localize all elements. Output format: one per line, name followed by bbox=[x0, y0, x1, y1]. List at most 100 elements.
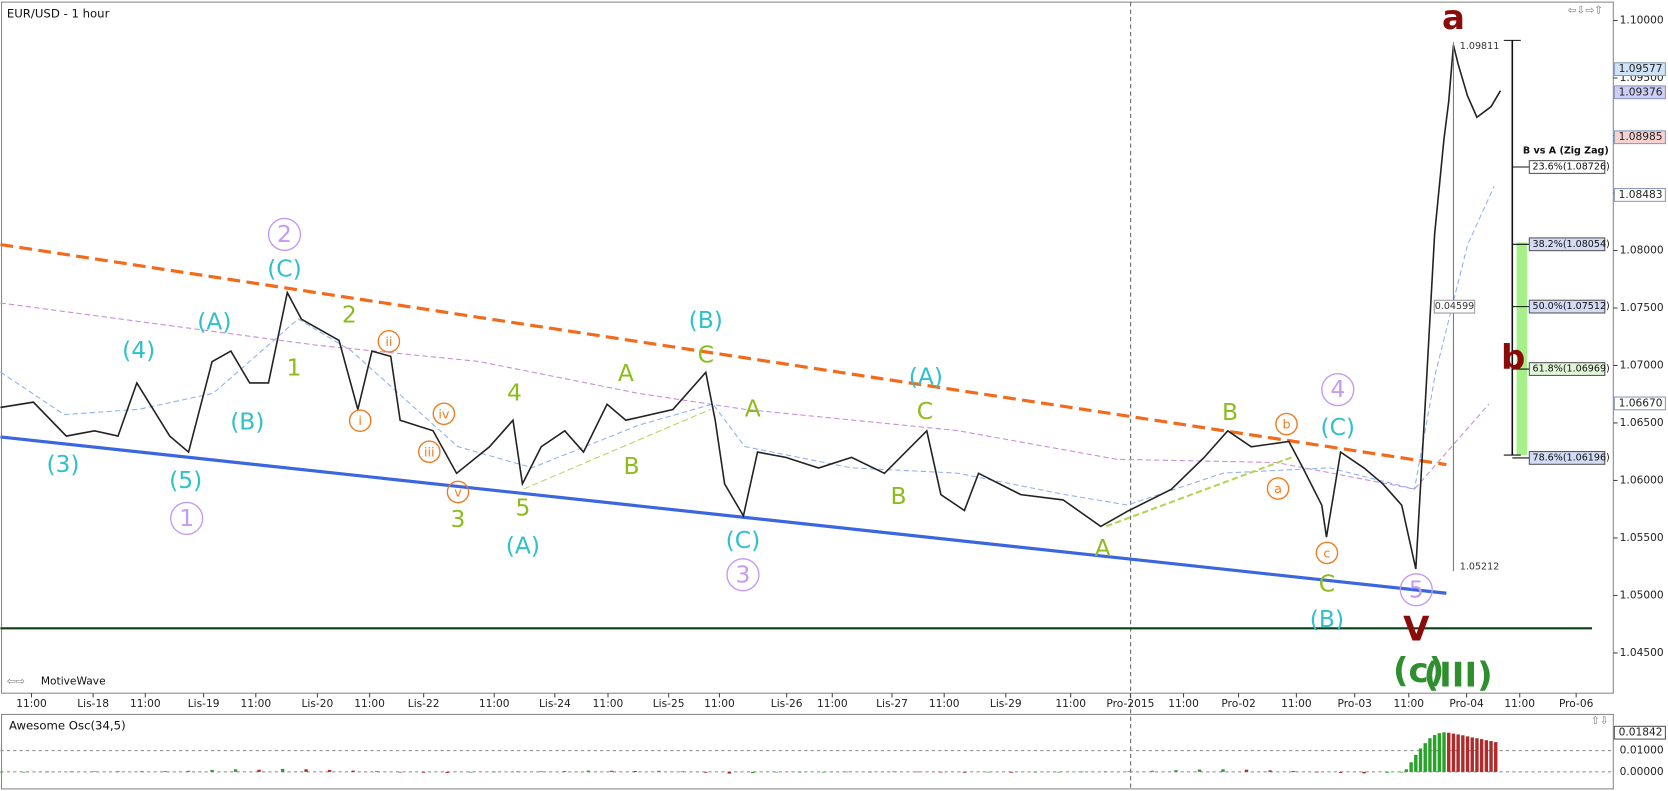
price-marker bbox=[1613, 85, 1666, 100]
measure-box bbox=[1433, 299, 1476, 314]
x-tick-label: 11:00 bbox=[704, 697, 735, 710]
wave-label: C bbox=[1319, 570, 1335, 598]
osc-bar bbox=[704, 771, 708, 773]
osc-bar bbox=[1127, 771, 1131, 772]
osc-bar bbox=[374, 771, 379, 772]
wave-label: 5 bbox=[1409, 575, 1424, 603]
y-tick-label: 1.06500 bbox=[1620, 416, 1664, 429]
osc-bar bbox=[1009, 771, 1014, 773]
y-tick-label: 1.08000 bbox=[1620, 243, 1664, 256]
osc-bar bbox=[1423, 743, 1427, 772]
osc-marker bbox=[1613, 725, 1666, 740]
osc-bar bbox=[1103, 771, 1108, 773]
wave-label: C bbox=[917, 397, 933, 425]
osc-bar bbox=[1451, 733, 1456, 772]
wave-label: A bbox=[745, 395, 761, 423]
osc-bar bbox=[516, 771, 520, 773]
osc-bar bbox=[116, 771, 120, 773]
osc-bar bbox=[1461, 735, 1465, 772]
x-tick-label: Lis-24 bbox=[539, 697, 571, 710]
y-tick-label: 1.05000 bbox=[1620, 588, 1664, 601]
osc-bar bbox=[257, 769, 261, 772]
x-tick-label: Lis-29 bbox=[990, 697, 1022, 710]
x-tick-label: 11:00 bbox=[1055, 697, 1086, 710]
osc-bar bbox=[421, 771, 426, 773]
price-marker bbox=[1613, 396, 1666, 411]
osc-bar bbox=[798, 771, 802, 773]
wave-label: B bbox=[891, 482, 907, 510]
wave-label: 3 bbox=[736, 560, 751, 588]
osc-tick-label: 0.00000 bbox=[1620, 765, 1664, 778]
osc-bar bbox=[1385, 771, 1390, 773]
channel-line bbox=[523, 408, 711, 490]
osc-bar bbox=[1447, 732, 1451, 772]
osc-bar bbox=[1362, 771, 1366, 774]
fib-title: B vs A (Zig Zag) bbox=[1523, 146, 1609, 157]
osc-bar bbox=[727, 771, 732, 774]
osc-bar bbox=[163, 771, 167, 772]
wave-label: 4 bbox=[1330, 375, 1345, 403]
x-tick-label: Lis-25 bbox=[653, 697, 685, 710]
osc-bar bbox=[1479, 739, 1484, 772]
wave-label: b bbox=[1501, 338, 1525, 378]
osc-bar bbox=[45, 771, 50, 773]
wave-circle bbox=[432, 402, 456, 426]
fib-box bbox=[1528, 362, 1606, 376]
osc-bar bbox=[1437, 733, 1442, 772]
price-marker bbox=[1613, 130, 1666, 145]
x-tick-label: 11:00 bbox=[240, 697, 271, 710]
fib-box bbox=[1528, 451, 1606, 465]
wave-label: A bbox=[1095, 534, 1111, 562]
x-tick-label: Lis-18 bbox=[77, 697, 109, 710]
osc-bar bbox=[210, 769, 214, 772]
wave-circle bbox=[1266, 477, 1290, 500]
chart-title: EUR/USD - 1 hour bbox=[7, 6, 110, 20]
osc-marker-label: 0.01842 bbox=[1619, 726, 1663, 739]
x-tick-label: Lis-27 bbox=[876, 697, 908, 710]
osc-bar bbox=[1465, 736, 1470, 772]
wave-label: 4 bbox=[507, 379, 522, 407]
wave-label: C bbox=[698, 341, 714, 369]
osc-bar bbox=[986, 771, 990, 773]
wave-circle bbox=[170, 501, 204, 536]
osc-bar bbox=[1174, 770, 1178, 772]
osc-bar bbox=[22, 771, 26, 773]
x-tick-label: 11:00 bbox=[1168, 697, 1199, 710]
x-tick-label: 11:00 bbox=[16, 697, 47, 710]
x-tick-label: Pro-2015 bbox=[1106, 697, 1154, 710]
osc-bar bbox=[680, 771, 684, 773]
y-tick-label: 1.05500 bbox=[1620, 531, 1664, 544]
measure-range: 0.04599 bbox=[1435, 301, 1474, 312]
osc-bar bbox=[915, 771, 920, 773]
osc-bar bbox=[1056, 771, 1061, 773]
nav-icons[interactable]: ⇦⇨ bbox=[7, 674, 25, 687]
osc-bar bbox=[1484, 740, 1489, 772]
osc-bar bbox=[657, 770, 661, 772]
window-icons[interactable]: ⇦⇩⇨⇧ bbox=[1568, 4, 1604, 17]
wave-label: (III) bbox=[1424, 656, 1493, 696]
fib-label: 61.8%(1.06969) bbox=[1533, 364, 1610, 375]
x-tick-label: 11:00 bbox=[1504, 697, 1535, 710]
y-tick-label: 1.07500 bbox=[1620, 301, 1664, 314]
wave-label: ii bbox=[385, 335, 392, 350]
wave-label: (B) bbox=[689, 306, 723, 334]
wave-label: (C) bbox=[1320, 413, 1355, 441]
wave-circle bbox=[726, 558, 760, 592]
osc-bar bbox=[69, 771, 73, 773]
osc-bar bbox=[1418, 748, 1423, 772]
osc-icons[interactable]: ⇧⇩ bbox=[1591, 714, 1609, 727]
price-marker-label: 1.08483 bbox=[1619, 188, 1663, 201]
wave-label: 5 bbox=[515, 494, 530, 522]
lower-trendline bbox=[0, 435, 1447, 595]
wave-circle bbox=[446, 480, 470, 504]
osc-bar bbox=[821, 771, 826, 773]
wave-label: (A) bbox=[197, 307, 231, 335]
x-tick-label: Pro-03 bbox=[1337, 697, 1371, 710]
wave-label: (4) bbox=[122, 336, 155, 364]
osc-bar bbox=[1150, 770, 1155, 772]
osc-bar bbox=[539, 771, 543, 772]
price-marker bbox=[1613, 62, 1666, 77]
osc-bar bbox=[939, 771, 943, 773]
wave-label: A bbox=[618, 359, 634, 387]
